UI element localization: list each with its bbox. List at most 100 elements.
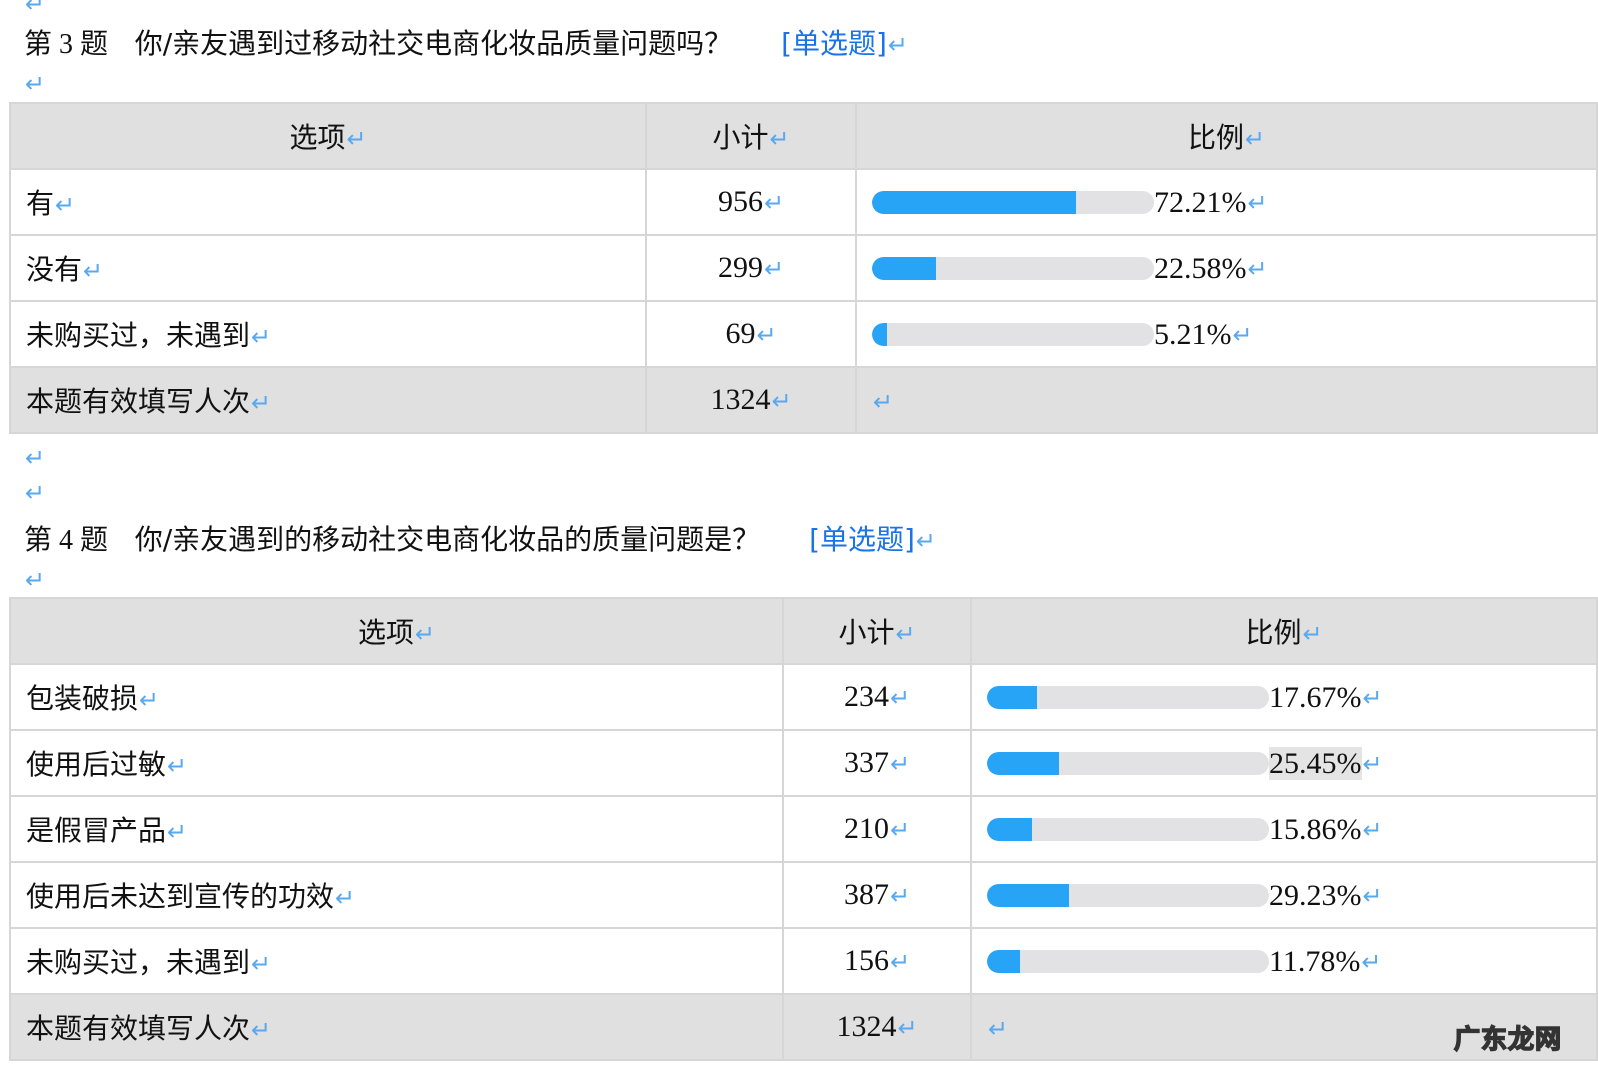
results-table: 选项↵ 小计↵ 比例↵ 包装破损↵ 234↵ 17.67%↵ 使用后过敏↵ 33…: [9, 597, 1598, 1061]
paragraph-mark-icon: ↵: [771, 389, 792, 415]
question-title: 第 3 题 你/亲友遇到过移动社交电商化妆品质量问题吗？ [单选题]↵: [24, 22, 908, 62]
option-cell: 是假冒产品↵: [9, 795, 784, 863]
paragraph-mark-icon: ↵: [763, 191, 785, 217]
paragraph-mark-icon: ↵: [25, 566, 46, 594]
paragraph-mark-icon: ↵: [25, 444, 46, 472]
paragraph-mark-icon: ↵: [251, 950, 272, 978]
progress-bar: [872, 191, 1154, 214]
count-cell: 156↵: [782, 927, 972, 995]
progress-bar-fill: [987, 884, 1070, 907]
paragraph-mark-icon: ↵: [167, 752, 188, 780]
total-row: 本题有效填写人次↵ 1324↵ ↵: [9, 366, 1598, 434]
paragraph-mark-icon: ↵: [756, 323, 777, 349]
results-table: 选项↵ 小计↵ 比例↵ 有↵ 956↵ 72.21%↵ 没有↵ 299↵ 22.…: [9, 102, 1598, 434]
paragraph-mark-icon: ↵: [1244, 125, 1266, 153]
progress-bar-fill: [987, 950, 1021, 973]
paragraph-mark-icon: ↵: [1247, 254, 1268, 283]
table-header-row: 选项↵ 小计↵ 比例↵: [9, 597, 1598, 665]
total-ratio-cell: ↵: [970, 993, 1598, 1061]
total-count-cell: 1324↵: [782, 993, 972, 1061]
paragraph-mark-icon: ↵: [25, 479, 46, 507]
progress-bar-fill: [987, 818, 1032, 841]
paragraph-mark-icon: ↵: [897, 1016, 918, 1042]
option-cell: 使用后未达到宣传的功效↵: [9, 861, 784, 929]
progress-bar: [987, 686, 1269, 709]
paragraph-mark-icon: ↵: [346, 125, 367, 153]
question-title: 第 4 题 你/亲友遇到的移动社交电商化妆品的质量问题是？ [单选题]↵: [24, 518, 936, 558]
table-row: 使用后过敏↵ 337↵ 25.45%↵: [9, 729, 1598, 797]
header-ratio: 比例↵: [970, 597, 1598, 665]
paragraph-mark-icon: ↵: [887, 31, 909, 59]
option-cell: 未购买过，未遇到↵: [9, 927, 784, 995]
watermark-logo: 广东龙网: [1453, 1024, 1562, 1056]
total-count-cell: 1324↵: [645, 366, 857, 434]
question-number: 第 4 题: [24, 525, 109, 556]
progress-bar: [872, 257, 1154, 280]
paragraph-mark-icon: ↵: [1232, 320, 1253, 349]
progress-bar: [987, 818, 1269, 841]
paragraph-mark-icon: ↵: [55, 191, 76, 219]
paragraph-mark-icon: ↵: [1362, 749, 1383, 778]
total-ratio-cell: ↵: [855, 366, 1598, 434]
empty-paragraph: ↵: [24, 440, 45, 473]
total-row: 本题有效填写人次↵ 1324↵ ↵: [9, 993, 1598, 1061]
option-cell: 使用后过敏↵: [9, 729, 784, 797]
ratio-cell: 15.86%↵: [970, 795, 1598, 863]
paragraph-mark-icon: ↵: [895, 620, 916, 648]
percent-value: 11.78%: [1269, 944, 1361, 978]
count-cell: 337↵: [782, 729, 972, 797]
paragraph-mark-icon: ↵: [1362, 683, 1383, 712]
table-row: 有↵ 956↵ 72.21%↵: [9, 168, 1598, 236]
progress-bar-fill: [987, 752, 1059, 775]
progress-bar: [987, 950, 1269, 973]
paragraph-mark-icon: ↵: [1302, 620, 1323, 648]
table-row: 是假冒产品↵ 210↵ 15.86%↵: [9, 795, 1598, 863]
progress-bar: [987, 884, 1269, 907]
paragraph-mark-icon: ↵: [915, 527, 937, 555]
paragraph-mark-icon: ↵: [889, 884, 911, 910]
table-header-row: 选项↵ 小计↵ 比例↵: [9, 102, 1598, 170]
percent-value: 29.23%: [1269, 878, 1362, 912]
paragraph-mark-icon: ↵: [873, 387, 894, 416]
paragraph-mark-icon: ↵: [763, 257, 785, 283]
percent-value: 25.45%: [1269, 746, 1362, 780]
header-count: 小计↵: [645, 102, 857, 170]
paragraph-mark-icon: ↵: [1361, 947, 1382, 976]
table-row: 使用后未达到宣传的功效↵ 387↵ 29.23%↵: [9, 861, 1598, 929]
paragraph-mark-icon: ↵: [769, 125, 790, 153]
option-cell: 有↵: [9, 168, 647, 236]
progress-bar-fill: [872, 323, 887, 346]
paragraph-mark-icon: ↵: [889, 950, 911, 976]
paragraph-mark-icon: ↵: [1362, 815, 1383, 844]
question-number: 第 3 题: [24, 29, 109, 60]
option-cell: 包装破损↵: [9, 663, 784, 731]
ratio-cell: 5.21%↵: [855, 300, 1598, 368]
paragraph-mark-icon: ↵: [335, 884, 356, 912]
header-ratio: 比例↵: [855, 102, 1598, 170]
paragraph-mark-icon: ↵: [139, 686, 160, 714]
percent-value: 17.67%: [1269, 680, 1362, 714]
ratio-cell: 22.58%↵: [855, 234, 1598, 302]
paragraph-mark-icon: ↵: [988, 1014, 1009, 1043]
progress-bar-fill: [987, 686, 1037, 709]
ratio-cell: 17.67%↵: [970, 663, 1598, 731]
question-text: 你/亲友遇到的移动社交电商化妆品的质量问题是？: [134, 523, 761, 556]
header-option: 选项↵: [9, 102, 647, 170]
progress-bar: [872, 323, 1154, 346]
paragraph-mark-icon: ↵: [251, 389, 272, 417]
percent-value: 22.58%: [1154, 251, 1247, 285]
percent-value: 15.86%: [1269, 812, 1362, 846]
ratio-cell: 72.21%↵: [855, 168, 1598, 236]
empty-paragraph: ↵: [25, 0, 46, 18]
paragraph-mark-icon: ↵: [889, 686, 911, 712]
progress-bar-fill: [872, 257, 936, 280]
paragraph-mark-icon: ↵: [25, 70, 46, 98]
paragraph-mark-icon: ↵: [889, 818, 911, 844]
empty-paragraph: ↵: [24, 66, 45, 99]
paragraph-mark-icon: ↵: [1362, 881, 1383, 910]
paragraph-mark-icon: ↵: [251, 1016, 272, 1044]
total-label-cell: 本题有效填写人次↵: [9, 366, 647, 434]
progress-bar: [987, 752, 1269, 775]
option-cell: 未购买过，未遇到↵: [9, 300, 647, 368]
table-row: 未购买过，未遇到↵ 156↵ 11.78%↵: [9, 927, 1598, 995]
